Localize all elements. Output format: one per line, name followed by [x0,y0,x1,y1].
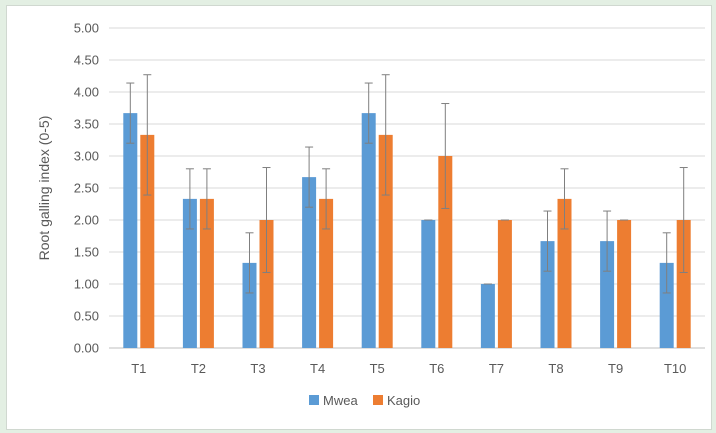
bar-kagio-t10 [676,220,691,348]
legend-label-kagio: Kagio [387,393,420,408]
error-bar-kagio-t3 [262,167,271,273]
bar-mwea-t10 [659,262,674,348]
error-bar-mwea-t5 [364,82,373,144]
bar-mwea-t1 [123,113,138,349]
bar-mwea-t7 [480,284,495,348]
bar-kagio-t9 [617,220,632,348]
bar-kagio-t1 [140,134,155,348]
error-bar-mwea-t3 [245,232,254,294]
bar-kagio-t7 [497,220,512,348]
error-bar-mwea-t8 [543,210,552,272]
bar-chart: 0.00 0.50 1.00 1.50 2.00 2.50 3.00 3.50 4.00 4.50… [36,21,705,408]
error-bar-mwea-t1 [126,82,135,144]
y-tick-label: 1.00 [74,277,99,292]
error-bar-mwea-t4 [305,146,314,208]
error-bar-mwea-t10 [662,232,671,294]
x-tick-label: T7 [489,361,504,376]
y-tick-label: 4.00 [74,85,99,100]
bar-mwea-t8 [540,241,555,348]
error-bar-kagio-t10 [679,167,688,273]
bar-mwea-t3 [242,262,257,348]
bar-kagio-t4 [319,198,334,348]
error-bar-mwea-t2 [185,168,194,230]
bar-kagio-t6 [438,156,453,348]
x-tick-label: T10 [664,361,686,376]
bar-mwea-t6 [421,220,436,348]
chart-frame: 0.00 0.50 1.00 1.50 2.00 2.50 3.00 3.50 4.00 4.50… [6,5,712,430]
error-bar-kagio-t6 [441,103,450,209]
bar-mwea-t4 [302,177,317,348]
y-tick-label: 1.50 [74,245,99,260]
x-tick-label: T2 [191,361,206,376]
legend-swatch-mwea [309,395,319,405]
error-bar-kagio-t5 [381,74,390,196]
y-tick-label: 3.50 [74,117,99,132]
error-bar-kagio-t4 [322,168,331,230]
x-tick-label: T5 [370,361,385,376]
legend: Mwea Kagio [309,393,420,408]
x-tick-label: T8 [548,361,563,376]
error-bar-mwea-t9 [603,210,612,272]
bar-mwea-t2 [182,198,197,348]
error-bar-kagio-t2 [202,168,211,230]
y-tick-label: 2.50 [74,181,99,196]
error-bars [126,74,688,294]
bar-mwea-t9 [600,241,615,348]
x-tick-label: T1 [131,361,146,376]
x-tick-label: T6 [429,361,444,376]
error-bar-kagio-t8 [560,168,569,230]
error-bar-kagio-t1 [143,74,152,196]
bar-mwea-t5 [361,113,376,349]
bar-kagio-t8 [557,198,572,348]
x-axis-ticks: T1 T2 T3 T4 T5 T6 T7 T8 T9 T10 [131,361,686,376]
y-axis-label: Root galling index (0-5) [36,116,52,261]
x-tick-label: T3 [250,361,265,376]
bars [123,113,691,349]
y-tick-label: 4.50 [74,53,99,68]
y-tick-label: 2.00 [74,213,99,228]
x-tick-label: T9 [608,361,623,376]
y-axis-ticks: 0.00 0.50 1.00 1.50 2.00 2.50 3.00 3.50 4.00 4.50… [74,21,99,356]
bar-kagio-t3 [259,220,274,348]
bar-kagio-t2 [199,198,214,348]
bar-kagio-t5 [378,134,393,348]
y-tick-label: 0.50 [74,309,99,324]
legend-swatch-kagio [373,395,383,405]
y-tick-label: 5.00 [74,21,99,36]
legend-label-mwea: Mwea [323,393,358,408]
x-tick-label: T4 [310,361,325,376]
y-tick-label: 0.00 [74,341,99,356]
gridlines [109,27,705,349]
y-tick-label: 3.00 [74,149,99,164]
